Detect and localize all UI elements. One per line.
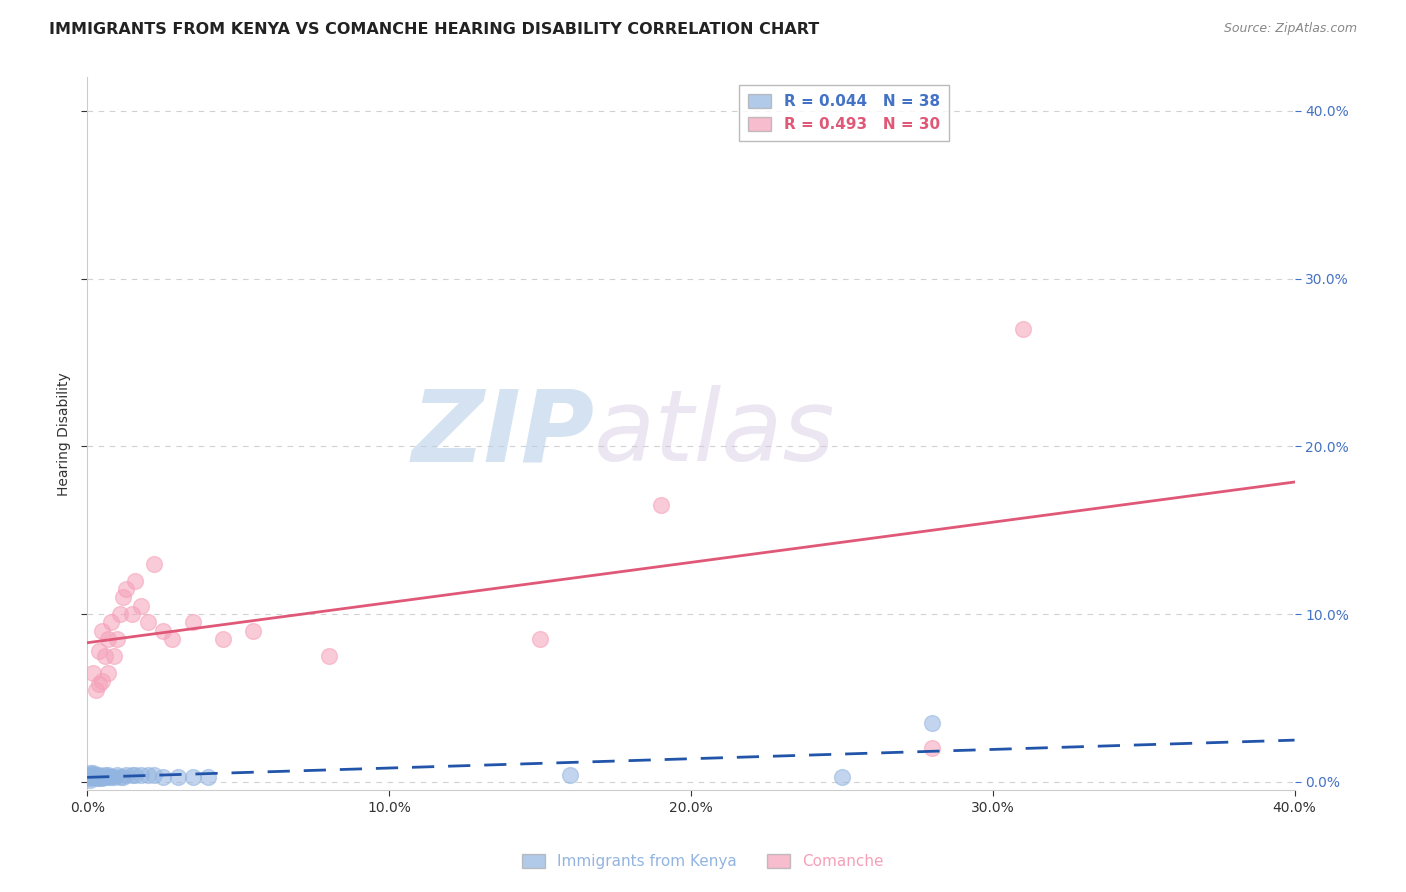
Point xyxy=(181,770,204,784)
Point xyxy=(103,648,125,663)
Point xyxy=(105,632,128,647)
Point xyxy=(152,770,174,784)
Point xyxy=(558,768,581,782)
Point xyxy=(79,772,101,786)
Point xyxy=(136,768,159,782)
Point xyxy=(82,768,104,782)
Point xyxy=(131,599,153,613)
Point xyxy=(318,648,340,663)
Point xyxy=(121,768,143,782)
Point xyxy=(124,574,146,588)
Point xyxy=(831,770,853,784)
Point xyxy=(142,768,165,782)
Text: Source: ZipAtlas.com: Source: ZipAtlas.com xyxy=(1223,22,1357,36)
Point xyxy=(136,615,159,630)
Point xyxy=(84,770,107,784)
Point xyxy=(115,768,138,782)
Point xyxy=(921,716,943,731)
Point xyxy=(91,770,114,784)
Point xyxy=(1012,322,1035,336)
Point xyxy=(100,615,122,630)
Point xyxy=(131,768,153,782)
Point xyxy=(84,682,107,697)
Point xyxy=(91,772,114,786)
Point xyxy=(921,741,943,756)
Point xyxy=(100,770,122,784)
Point xyxy=(103,770,125,784)
Point xyxy=(142,557,165,571)
Text: ZIP: ZIP xyxy=(411,385,595,483)
Point xyxy=(529,632,551,647)
Point xyxy=(89,677,111,691)
Point xyxy=(197,770,219,784)
Point xyxy=(121,607,143,621)
Point xyxy=(212,632,235,647)
Text: IMMIGRANTS FROM KENYA VS COMANCHE HEARING DISABILITY CORRELATION CHART: IMMIGRANTS FROM KENYA VS COMANCHE HEARIN… xyxy=(49,22,820,37)
Point xyxy=(160,632,183,647)
Point xyxy=(110,607,132,621)
Point xyxy=(181,615,204,630)
Point xyxy=(79,768,101,782)
Point xyxy=(650,498,672,512)
Point xyxy=(242,624,264,638)
Point xyxy=(97,768,120,782)
Point xyxy=(115,582,138,596)
Point xyxy=(97,632,120,647)
Point xyxy=(79,773,101,788)
Point xyxy=(79,770,101,784)
Point xyxy=(94,768,117,782)
Point xyxy=(110,770,132,784)
Point xyxy=(82,770,104,784)
Point xyxy=(79,766,101,780)
Point xyxy=(112,591,135,605)
Point xyxy=(94,770,117,784)
Point xyxy=(91,624,114,638)
Point xyxy=(97,665,120,680)
Point xyxy=(89,772,111,786)
Point xyxy=(152,624,174,638)
Point xyxy=(82,665,104,680)
Point xyxy=(97,770,120,784)
Legend: R = 0.044   N = 38, R = 0.493   N = 30: R = 0.044 N = 38, R = 0.493 N = 30 xyxy=(740,85,949,141)
Text: atlas: atlas xyxy=(595,385,837,483)
Y-axis label: Hearing Disability: Hearing Disability xyxy=(58,372,72,496)
Point xyxy=(82,766,104,780)
Point xyxy=(91,674,114,689)
Point xyxy=(94,648,117,663)
Legend: Immigrants from Kenya, Comanche: Immigrants from Kenya, Comanche xyxy=(516,848,890,875)
Point xyxy=(105,768,128,782)
Point xyxy=(124,768,146,782)
Point xyxy=(84,768,107,782)
Point xyxy=(112,770,135,784)
Point xyxy=(89,768,111,782)
Point xyxy=(89,770,111,784)
Point xyxy=(89,644,111,658)
Point xyxy=(84,772,107,786)
Point xyxy=(166,770,188,784)
